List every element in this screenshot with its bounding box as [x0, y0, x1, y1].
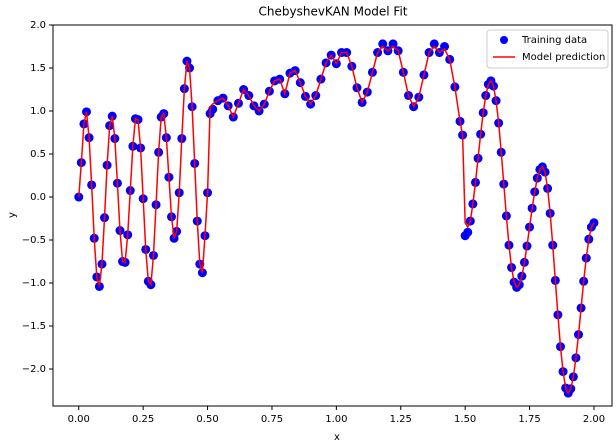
legend-marker [500, 36, 508, 44]
y-tick-label: 1.0 [30, 106, 46, 117]
x-tick-label: 0.75 [261, 414, 283, 425]
y-tick-label: −1.5 [22, 321, 46, 332]
x-tick-label: 0.25 [132, 414, 154, 425]
training-point [440, 42, 450, 52]
legend-box [486, 29, 609, 69]
x-tick-label: 1.75 [518, 414, 540, 425]
x-tick-label: 1.50 [454, 414, 476, 425]
prediction-line [78, 45, 595, 395]
y-tick-label: 1.5 [30, 63, 46, 74]
x-tick-label: 2.00 [583, 414, 605, 425]
y-axis-label: y [7, 212, 18, 218]
chart-title: ChebyshevKAN Model Fit [259, 5, 408, 19]
y-tick-label: 2.0 [30, 20, 46, 31]
y-tick-label: −2.0 [22, 364, 46, 375]
x-axis-label: x [334, 432, 340, 442]
y-tick-label: −0.5 [22, 235, 46, 246]
y-tick-label: 0.5 [30, 149, 46, 160]
x-tick-label: 1.00 [325, 414, 347, 425]
training-point [378, 39, 388, 49]
x-tick-label: 0.50 [196, 414, 218, 425]
legend-label: Training data [521, 35, 587, 46]
plot-frame [52, 24, 613, 407]
legend-label: Model prediction [522, 52, 605, 63]
x-tick-label: 0.00 [68, 414, 90, 425]
training-point [388, 39, 398, 49]
y-tick-label: 0.0 [30, 192, 46, 203]
training-point [463, 227, 473, 237]
training-point [429, 39, 439, 49]
plot-area [74, 39, 599, 398]
y-tick-label: −1.0 [22, 278, 46, 289]
x-tick-label: 1.25 [390, 414, 412, 425]
